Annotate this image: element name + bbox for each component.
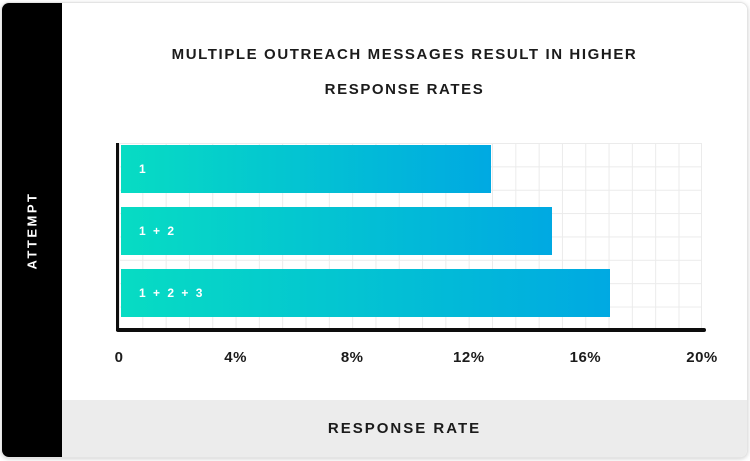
x-axis-line: [116, 328, 706, 332]
bar-attempt-1: 1: [121, 145, 491, 193]
x-tick-4: 4%: [224, 349, 247, 366]
x-tick-0: 0: [114, 349, 124, 366]
x-tick-16: 16%: [569, 349, 602, 366]
x-tick-12: 12%: [453, 349, 485, 366]
y-axis-line: [116, 143, 119, 331]
chart-title-line1: MULTIPLE OUTREACH MESSAGES RESULT IN HIG…: [171, 46, 638, 63]
x-axis-title: RESPONSE RATE: [327, 420, 482, 437]
bar-label-attempt-1-2-3: 1 + 2 + 3: [139, 286, 205, 300]
x-axis-tick-labels: 0 4% 8% 12% 16% 20%: [115, 349, 718, 369]
x-tick-8: 8%: [340, 349, 364, 366]
y-axis-title-band: ATTEMPT: [2, 3, 62, 457]
chart-title: MULTIPLE OUTREACH MESSAGES RESULT IN HIG…: [62, 37, 747, 107]
bar-label-attempt-1-2: 1 + 2: [139, 224, 177, 238]
bar-attempt-1-2-3: 1 + 2 + 3: [121, 269, 610, 317]
x-tick-20: 20%: [686, 349, 718, 366]
bar-attempt-1-2: 1 + 2: [121, 207, 552, 255]
plot-area: 1 1 + 2 1 + 2 + 3: [119, 143, 702, 330]
bar-label-attempt-1: 1: [139, 162, 148, 176]
chart-panel: MULTIPLE OUTREACH MESSAGES RESULT IN HIG…: [62, 3, 747, 457]
y-axis-title: ATTEMPT: [24, 191, 40, 269]
x-axis-title-band: RESPONSE RATE: [62, 400, 747, 457]
chart-title-line2: RESPONSE RATES: [324, 81, 485, 98]
